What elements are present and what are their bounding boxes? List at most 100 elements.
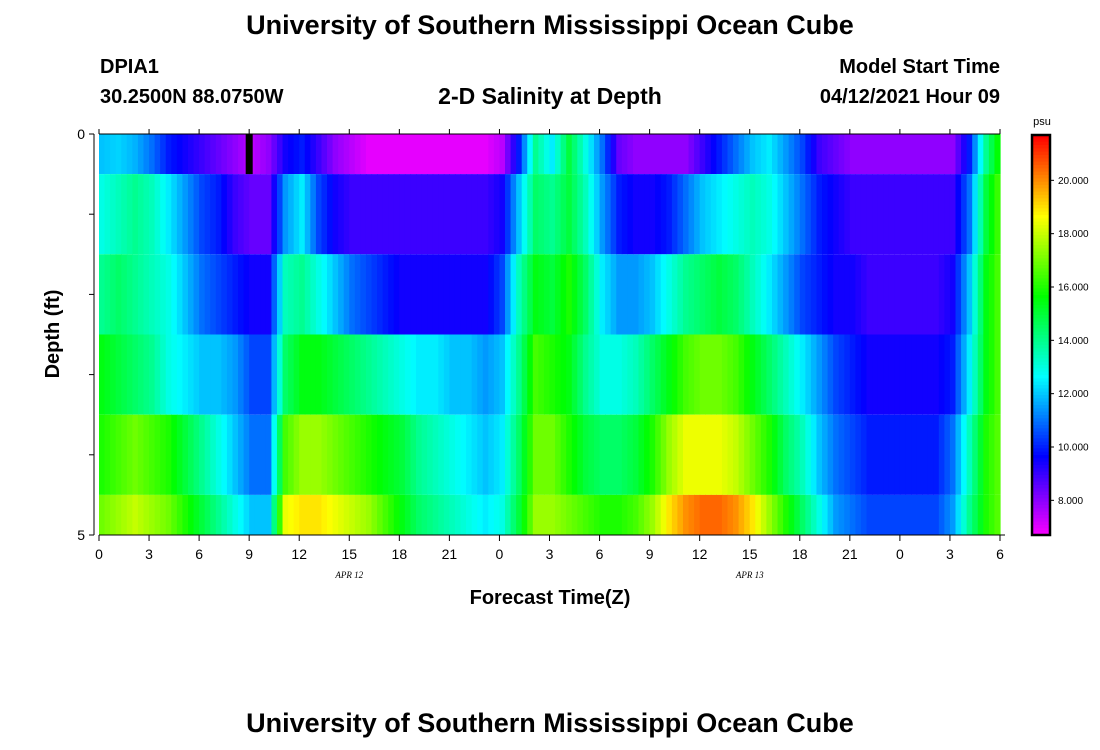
heatmap-cell [438,174,445,255]
heatmap-cell [599,134,606,175]
heatmap-cell [688,334,695,415]
heatmap-cell [949,494,957,535]
heatmap-cell [488,414,495,495]
colorbar-swatch [1032,405,1050,409]
heatmap-cell [143,494,150,535]
heatmap-cell [443,174,450,255]
heatmap-cell [933,254,940,335]
heatmap-cell [276,414,284,495]
heatmap-cell [966,254,973,335]
heatmap-cell [416,494,423,535]
colorbar-tick-label: 16.000 [1058,283,1089,294]
heatmap-cell [493,174,501,255]
heatmap-cell [966,414,973,495]
heatmap-cell [577,174,584,255]
heatmap-cell [644,494,651,535]
heatmap-cell [805,334,812,415]
colorbar-unit: psu [1033,116,1051,128]
heatmap-cell [199,134,206,175]
colorbar-swatch [1032,218,1050,223]
colorbar-swatch [1032,188,1050,193]
colorbar-swatch [1032,238,1050,243]
colorbar-swatch [1032,208,1050,213]
heatmap-cell [154,414,161,495]
heatmap-cell [616,494,623,535]
y-tick-label: 5 [77,527,85,543]
heatmap-cell [154,254,161,335]
heatmap-cell [410,174,417,255]
colorbar-swatch [1032,455,1050,459]
colorbar-swatch [1032,408,1050,413]
heatmap-cell [644,334,651,415]
heatmap-cell [827,334,834,415]
colorbar-swatch [1032,311,1050,316]
heatmap-cell [621,174,628,255]
heatmap-cell [149,134,156,175]
heatmap-cell [382,494,389,535]
heatmap-cell [799,134,806,175]
heatmap-cell [165,174,172,255]
heatmap-cell [521,174,528,255]
heatmap-cell [638,254,645,335]
heatmap-cell [755,254,762,335]
heatmap-cell [755,494,762,535]
heatmap-cell [438,414,445,495]
heatmap-cell [499,494,506,535]
heatmap-cell [961,134,968,175]
heatmap-cell [238,134,245,175]
heatmap-cell [638,134,645,175]
heatmap-cell [199,414,206,495]
heatmap-cell [210,494,217,535]
heatmap-cell [249,414,256,495]
heatmap-cell [649,134,656,175]
heatmap-cell [916,494,923,535]
heatmap-cell [215,174,222,255]
heatmap-cell [249,254,256,335]
heatmap-cell [733,134,740,175]
heatmap-cell [121,174,128,255]
heatmap-cell [454,174,462,255]
heatmap-cell [733,174,740,255]
heatmap-cell [215,334,222,415]
heatmap-cell [143,134,150,175]
heatmap-cell [154,334,161,415]
heatmap-cell [655,174,662,255]
heatmap-cell [705,174,712,255]
heatmap-cell [849,414,856,495]
heatmap-cell [844,254,851,335]
heatmap-cell [427,254,434,335]
colorbar-swatch [1032,515,1050,519]
heatmap-cell [666,334,673,415]
heatmap-cell [655,134,662,175]
heatmap-cell [276,254,284,335]
heatmap-cell [460,134,467,175]
heatmap-cell [794,254,801,335]
colorbar-swatch [1032,395,1050,399]
colorbar-swatch [1032,428,1050,433]
heatmap-cell [293,134,300,175]
heatmap-cell [771,134,779,175]
current-time-marker-group [245,134,253,175]
heatmap-cell [432,134,439,175]
heatmap-cell [460,414,467,495]
heatmap-cell [466,414,473,495]
heatmap-cell [899,134,907,175]
heatmap-cell [232,494,239,535]
heatmap-cell [777,494,784,535]
heatmap-cell [794,414,801,495]
colorbar-swatch [1032,368,1050,373]
heatmap-cell [582,334,590,415]
heatmap-cell [705,254,712,335]
heatmap-cell [104,134,111,175]
colorbar-swatch [1032,385,1050,389]
heatmap-cell [833,334,840,415]
x-tick-label: 3 [946,546,954,562]
heatmap-cell [905,414,912,495]
heatmap-cell [99,414,106,495]
heatmap-cell [632,414,640,495]
heatmap-cell [549,414,556,495]
heatmap-cell [143,334,150,415]
heatmap-cells [99,134,1001,535]
colorbar-swatch [1032,371,1050,376]
colorbar-swatch [1032,365,1050,369]
